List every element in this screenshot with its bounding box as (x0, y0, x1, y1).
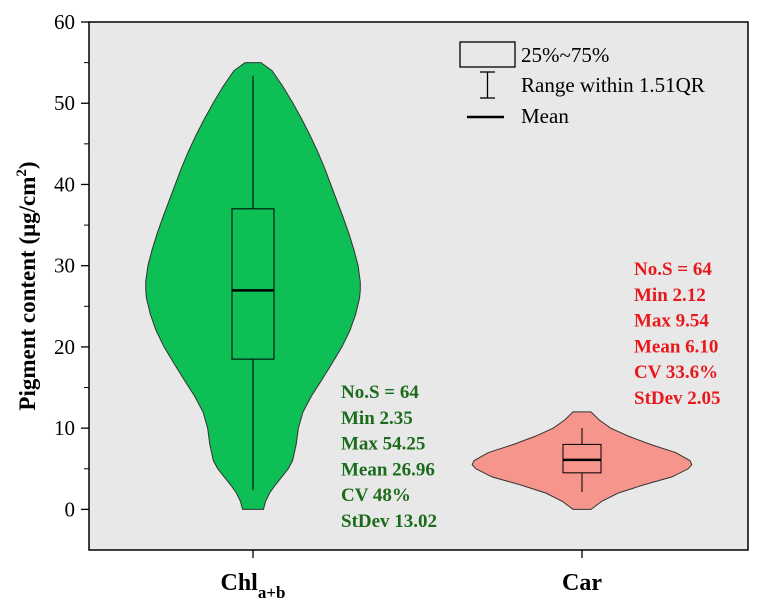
stat-car-5: StDev 2.05 (634, 388, 721, 409)
legend-box-swatch (459, 41, 516, 68)
legend: 25%~75% Range within 1.51QR Mean (459, 41, 705, 128)
legend-item-mean: Mean (521, 104, 569, 128)
stat-chl-5: StDev 13.02 (341, 511, 437, 532)
legend-range-swatch (480, 71, 495, 99)
stat-annotations: No.S = 64 Min 2.35 Max 54.25 Mean 26.96 CV 4… (341, 259, 721, 532)
stat-car-4: CV 33.6% (634, 362, 718, 383)
legend-item-range: Range within 1.51QR (521, 73, 705, 97)
x-tick-label-car: Car (562, 570, 602, 596)
stat-car-1: Min 2.12 (634, 285, 706, 306)
stat-car-2: Max 9.54 (634, 311, 709, 332)
stat-chl-1: Min 2.35 (341, 408, 413, 429)
stat-chl-3: Mean 26.96 (341, 459, 435, 480)
y-tick-label: 30 (54, 254, 75, 278)
y-tick-label: 60 (54, 10, 75, 34)
stat-car-3: Mean 6.10 (634, 336, 718, 357)
y-axis-title: Pigment content (μg/cm2) (14, 161, 40, 410)
legend-item-box: 25%~75% (521, 43, 609, 67)
y-tick-label: 0 (65, 497, 76, 521)
stat-car-0: No.S = 64 (634, 259, 712, 280)
iqr-box-chl (231, 208, 275, 360)
y-tick-label: 20 (54, 335, 75, 359)
stat-chl-0: No.S = 64 (341, 382, 419, 403)
x-tick-label-chl: Chla+b (220, 570, 285, 602)
stat-chl-2: Max 54.25 (341, 434, 425, 455)
x-axis: Chla+b Car (220, 550, 602, 602)
y-tick-label: 40 (54, 172, 75, 196)
y-tick-label: 10 (54, 416, 75, 440)
box-plots (231, 75, 602, 493)
y-axis: 0 10 20 30 40 50 60 (54, 10, 89, 521)
y-tick-label: 50 (54, 91, 75, 115)
stat-chl-4: CV 48% (341, 485, 411, 506)
